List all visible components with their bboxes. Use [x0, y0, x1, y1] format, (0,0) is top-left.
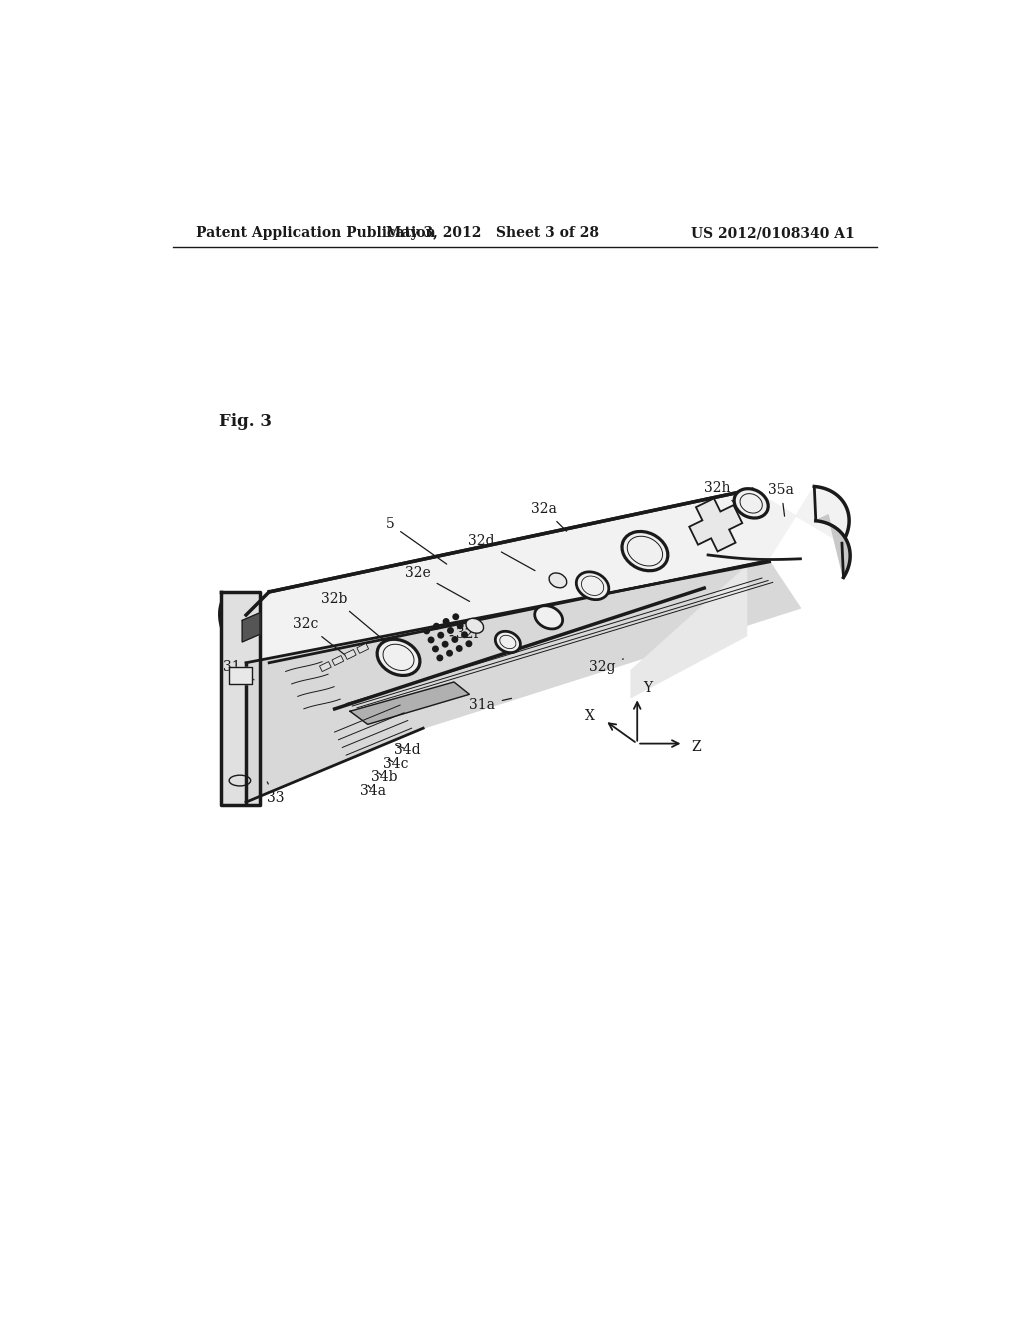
Polygon shape — [246, 562, 801, 803]
Text: Fig. 3: Fig. 3 — [219, 413, 272, 430]
Circle shape — [428, 636, 434, 643]
Polygon shape — [319, 661, 331, 672]
Text: 32c: 32c — [294, 618, 347, 656]
Polygon shape — [689, 499, 742, 552]
Text: Z: Z — [691, 739, 700, 754]
Circle shape — [456, 645, 463, 652]
Circle shape — [446, 649, 453, 656]
Text: 5: 5 — [386, 517, 446, 564]
Ellipse shape — [549, 573, 566, 587]
Polygon shape — [220, 487, 849, 663]
Text: 32f: 32f — [451, 627, 478, 642]
Text: 33: 33 — [266, 781, 284, 804]
Text: 32b: 32b — [322, 591, 389, 644]
Circle shape — [442, 618, 450, 624]
Polygon shape — [816, 515, 850, 577]
Text: 31a: 31a — [469, 698, 512, 711]
Circle shape — [441, 640, 449, 648]
Ellipse shape — [622, 532, 668, 570]
Text: 34a: 34a — [360, 784, 386, 799]
Polygon shape — [350, 682, 469, 725]
Text: 35a: 35a — [768, 483, 795, 516]
Circle shape — [433, 623, 440, 630]
Circle shape — [453, 614, 459, 620]
Text: US 2012/0108340 A1: US 2012/0108340 A1 — [690, 226, 854, 240]
Text: 32g: 32g — [590, 659, 624, 673]
Ellipse shape — [577, 572, 609, 599]
Text: Y: Y — [643, 681, 652, 696]
Ellipse shape — [377, 639, 420, 676]
Text: 32d: 32d — [468, 535, 535, 570]
Polygon shape — [221, 591, 260, 805]
Circle shape — [447, 627, 454, 634]
Polygon shape — [357, 643, 369, 653]
Polygon shape — [229, 667, 252, 684]
Circle shape — [452, 636, 459, 643]
Circle shape — [423, 627, 430, 635]
Text: X: X — [585, 709, 595, 723]
Circle shape — [461, 631, 468, 638]
Polygon shape — [631, 566, 746, 697]
Circle shape — [437, 632, 444, 639]
Polygon shape — [332, 656, 344, 665]
Ellipse shape — [734, 488, 768, 517]
Text: 34c: 34c — [383, 756, 409, 771]
Ellipse shape — [466, 618, 483, 634]
Text: May 3, 2012   Sheet 3 of 28: May 3, 2012 Sheet 3 of 28 — [386, 226, 599, 240]
Circle shape — [432, 645, 439, 652]
Circle shape — [457, 622, 464, 630]
Polygon shape — [243, 612, 260, 642]
Text: 34b: 34b — [372, 771, 398, 784]
Circle shape — [466, 640, 472, 647]
Text: 32e: 32e — [404, 566, 470, 602]
Ellipse shape — [535, 606, 562, 628]
Circle shape — [436, 655, 443, 661]
Text: 31: 31 — [223, 660, 254, 680]
Polygon shape — [344, 649, 356, 660]
Text: Patent Application Publication: Patent Application Publication — [196, 226, 435, 240]
Text: 34d: 34d — [394, 743, 421, 756]
Ellipse shape — [496, 631, 520, 652]
Text: 32h: 32h — [705, 480, 735, 504]
Text: 32a: 32a — [531, 502, 566, 531]
